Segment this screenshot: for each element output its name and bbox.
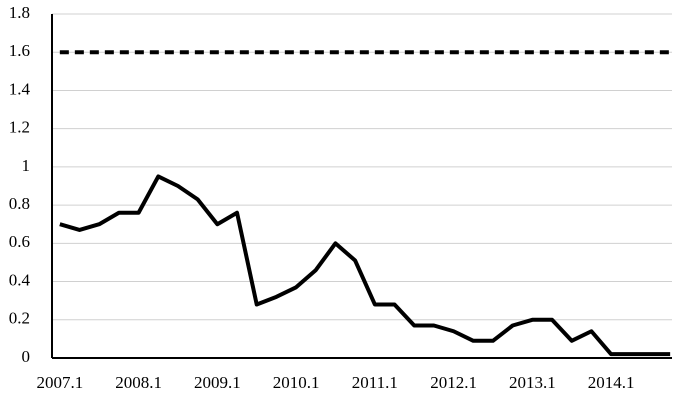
y-tick-label: 1.4 [9, 79, 31, 98]
x-tick-label: 2010.1 [273, 373, 320, 392]
y-tick-label: 1.2 [9, 118, 30, 137]
x-tick-label: 2014.1 [588, 373, 635, 392]
y-tick-label: 0.4 [9, 270, 31, 289]
y-tick-label: 1.6 [9, 41, 30, 60]
y-tick-label: 0.8 [9, 194, 30, 213]
y-tick-label: 1 [22, 156, 31, 175]
x-tick-label: 2008.1 [115, 373, 162, 392]
x-tick-label: 2012.1 [430, 373, 477, 392]
data-line [59, 174, 671, 357]
x-tick-label: 2013.1 [509, 373, 556, 392]
y-tick-label: 0.6 [9, 232, 30, 251]
y-tick-label: 0 [22, 347, 31, 366]
y-tick-label: 0.2 [9, 309, 30, 328]
x-tick-label: 2007.1 [36, 373, 83, 392]
x-tick-label: 2009.1 [194, 373, 241, 392]
x-tick-label: 2011.1 [352, 373, 398, 392]
y-tick-label: 1.8 [9, 3, 30, 22]
